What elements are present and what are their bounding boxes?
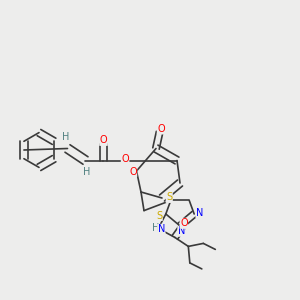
- Text: S: S: [156, 211, 162, 220]
- Text: S: S: [166, 193, 172, 202]
- Text: N: N: [158, 224, 165, 234]
- Text: O: O: [100, 135, 107, 146]
- Text: H: H: [83, 167, 91, 177]
- Text: N: N: [196, 208, 203, 218]
- Text: O: O: [180, 218, 188, 228]
- Text: O: O: [157, 124, 165, 134]
- Text: O: O: [121, 154, 129, 164]
- Text: N: N: [178, 226, 185, 236]
- Text: H: H: [62, 132, 70, 142]
- Text: H: H: [152, 224, 159, 233]
- Text: O: O: [129, 167, 137, 177]
